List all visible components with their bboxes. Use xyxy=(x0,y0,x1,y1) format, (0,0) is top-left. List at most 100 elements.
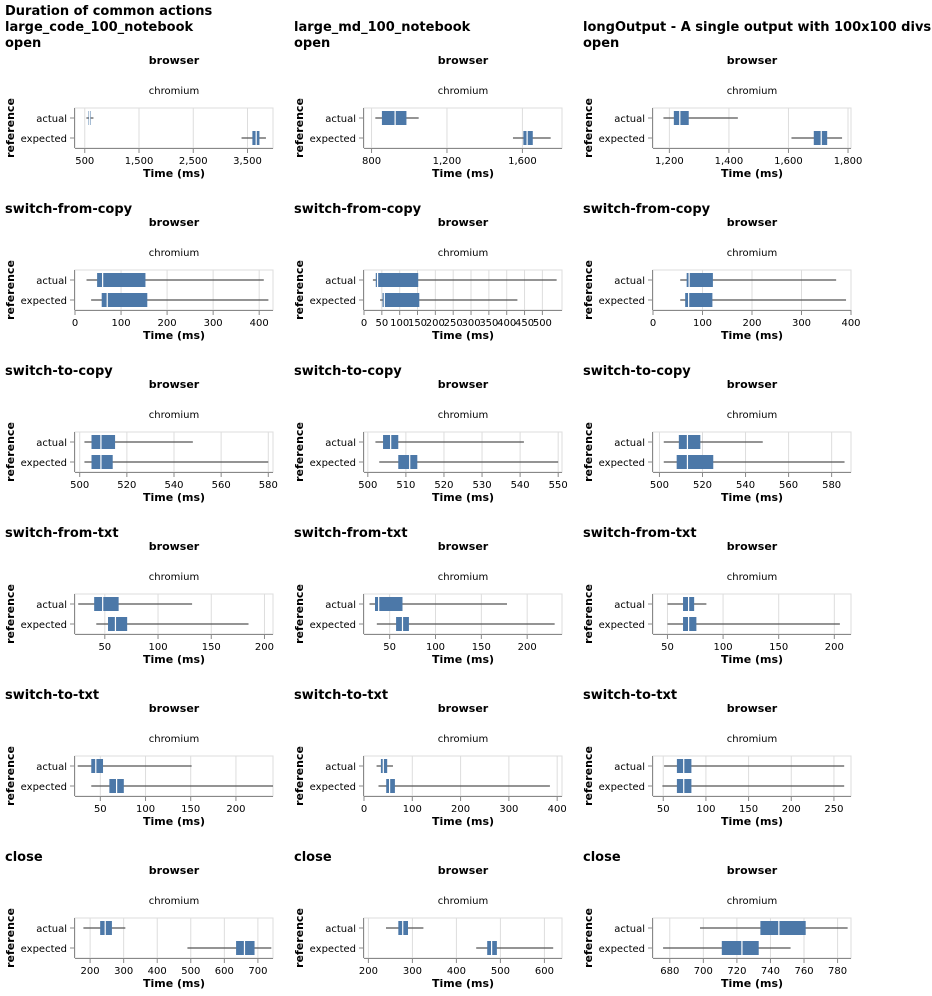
y-tick-label: actual xyxy=(614,114,645,125)
facet-header-title: browser xyxy=(149,54,200,67)
box-actual xyxy=(78,597,193,611)
box-expected xyxy=(241,131,266,145)
x-axis-title: Time (ms) xyxy=(432,167,494,180)
facet-header-title: browser xyxy=(438,702,489,715)
box-actual xyxy=(369,597,507,611)
facet-header-value: chromium xyxy=(727,572,777,583)
box-actual xyxy=(375,435,524,449)
x-tick-label: 1,400 xyxy=(715,156,744,167)
facet-panel: switch-to-txt browser chromium 50 100 150 200 T… xyxy=(4,688,274,828)
x-tick-label: 200 xyxy=(518,642,537,653)
y-tick-label: expected xyxy=(310,620,356,631)
x-tick-label: 540 xyxy=(511,480,530,491)
x-tick-label: 200 xyxy=(158,318,177,329)
panel-title: close xyxy=(5,850,43,865)
x-axis-title: Time (ms) xyxy=(721,491,783,504)
x-tick-label: 100 xyxy=(696,804,715,815)
box-actual xyxy=(699,921,848,935)
facet-header-title: browser xyxy=(727,378,778,391)
panel-title: open xyxy=(294,36,330,51)
x-tick-label: 700 xyxy=(694,966,713,977)
y-tick-label: expected xyxy=(599,782,645,793)
y-tick-label: actual xyxy=(36,276,67,287)
y-tick-label: actual xyxy=(614,276,645,287)
y-axis-title: reference xyxy=(582,746,595,806)
panel-title: switch-to-txt xyxy=(583,688,677,703)
facet-header-title: browser xyxy=(727,702,778,715)
x-tick-label: 400 xyxy=(148,966,167,977)
x-tick-label: 510 xyxy=(396,480,415,491)
y-tick-label: expected xyxy=(21,458,67,469)
x-tick-label: 500 xyxy=(358,480,377,491)
y-tick-label: actual xyxy=(614,600,645,611)
y-tick-label: actual xyxy=(36,762,67,773)
box-body xyxy=(236,941,255,955)
facet-panel: switch-from-copy browser chromium 0 100 200 30… xyxy=(582,202,861,342)
y-axis-title: reference xyxy=(582,908,595,968)
x-tick-label: 500 xyxy=(70,480,89,491)
x-tick-label: 0 xyxy=(361,804,367,815)
y-tick-label: actual xyxy=(614,762,645,773)
x-tick-label: 200 xyxy=(81,966,100,977)
y-axis-title: reference xyxy=(293,422,306,482)
x-tick-label: 1,600 xyxy=(774,156,803,167)
x-tick-label: 500 xyxy=(181,966,200,977)
box-body xyxy=(381,111,407,125)
y-tick-label: expected xyxy=(599,944,645,955)
x-tick-label: 400 xyxy=(250,318,269,329)
x-axis-title: Time (ms) xyxy=(432,815,494,828)
facet-panel: switch-to-copy browser chromium 500 520 540 56… xyxy=(582,364,852,504)
box-body xyxy=(101,293,148,307)
box-expected xyxy=(379,455,559,469)
x-tick-label: 300 xyxy=(114,966,133,977)
facet-header-title: browser xyxy=(438,864,489,877)
x-tick-label: 200 xyxy=(742,318,761,329)
x-tick-label: 400 xyxy=(548,804,567,815)
x-tick-label: 300 xyxy=(792,318,811,329)
y-tick-label: actual xyxy=(36,114,67,125)
panel-title: open xyxy=(5,36,41,51)
facet-panel: longOutput - A single output with 100x10… xyxy=(582,20,931,180)
x-tick-label: 1,600 xyxy=(508,156,537,167)
box-body xyxy=(91,455,113,469)
x-axis-title: Time (ms) xyxy=(721,167,783,180)
box-actual xyxy=(375,111,419,125)
y-tick-label: actual xyxy=(36,438,67,449)
box-body xyxy=(91,759,104,773)
x-tick-label: 780 xyxy=(828,966,847,977)
y-tick-label: actual xyxy=(36,600,67,611)
x-axis-title: Time (ms) xyxy=(143,815,205,828)
facet-header-title: browser xyxy=(149,216,200,229)
facet-header-title: browser xyxy=(727,216,778,229)
panel-title: switch-from-copy xyxy=(5,202,133,217)
x-tick-label: 520 xyxy=(117,480,136,491)
y-axis-title: reference xyxy=(4,908,17,968)
x-tick-label: 100 xyxy=(148,642,167,653)
box-expected xyxy=(512,131,551,145)
box-body xyxy=(386,779,395,793)
facet-header-title: browser xyxy=(438,54,489,67)
panel-title: switch-to-txt xyxy=(294,688,388,703)
facet-header-value: chromium xyxy=(438,248,488,259)
facet-header-value: chromium xyxy=(727,734,777,745)
x-tick-label: 100 xyxy=(136,804,155,815)
box-body xyxy=(91,435,116,449)
x-tick-label: 200 xyxy=(226,804,245,815)
x-tick-label: 0 xyxy=(361,318,367,329)
y-axis-title: reference xyxy=(4,584,17,644)
facet-header-value: chromium xyxy=(149,572,199,583)
y-tick-label: actual xyxy=(614,438,645,449)
box-expected xyxy=(380,293,518,307)
y-tick-label: expected xyxy=(599,134,645,145)
y-tick-label: expected xyxy=(21,944,67,955)
box-actual xyxy=(86,273,264,287)
facet-header-value: chromium xyxy=(438,86,488,97)
x-tick-label: 580 xyxy=(822,480,841,491)
box-expected xyxy=(791,131,843,145)
facet-header-value: chromium xyxy=(727,248,777,259)
x-tick-label: 150 xyxy=(769,642,788,653)
facet-header-value: chromium xyxy=(438,410,488,421)
box-actual xyxy=(77,759,192,773)
x-tick-label: 150 xyxy=(202,642,221,653)
box-expected xyxy=(663,941,791,955)
